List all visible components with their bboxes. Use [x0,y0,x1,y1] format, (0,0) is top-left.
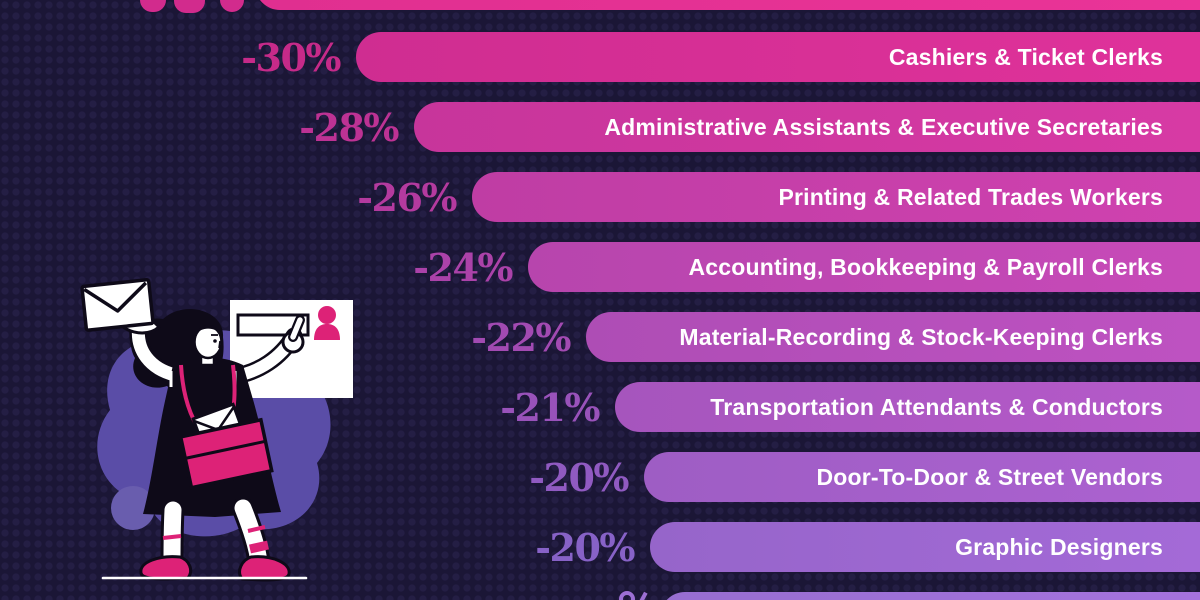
bar-label: Accounting, Bookkeeping & Payroll Clerks [688,253,1163,280]
sock-stripe-right [247,525,266,533]
woman-with-envelope-illustration [80,278,353,582]
bar-row: -24% Accounting, Bookkeeping & Payroll Cl… [0,242,1200,292]
bar: Administrative Assistants & Executive Se… [414,102,1200,152]
bar-row: -28% Administrative Assistants & Executiv… [0,102,1200,152]
bar-row: -30% Cashiers & Ticket Clerks [0,32,1200,82]
bar: Transportation Attendants & Conductors [615,382,1200,432]
bar [255,0,1200,10]
bar-percentage: -22% [471,315,571,360]
bar-label: Cashiers & Ticket Clerks [888,43,1163,70]
cropped-percentage-glyph-bottom [140,0,166,12]
bar-row: -21% Transportation Attendants & Conducto… [0,382,1200,432]
envelope-icon [80,278,155,332]
bar-label: Material-Recording & Stock-Keeping Clerk… [679,323,1163,350]
person-icon [314,306,340,340]
nose [218,340,221,349]
bar [660,592,1200,600]
bar-row-cropped-bottom [0,592,1200,600]
bar-row: -22% Material-Recording & Stock-Keeping C… [0,312,1200,362]
bar-row: -20% Graphic Designers [0,522,1200,572]
bar-row: -20% Door-To-Door & Street Vendors [0,452,1200,502]
bar-percentage: -20% [529,455,629,500]
bag [178,402,274,490]
bar-row: -26% Printing & Related Trades Workers [0,172,1200,222]
bar: Graphic Designers [650,522,1200,572]
sock-stripe-left [162,534,182,540]
bar: Door-To-Door & Street Vendors [644,452,1200,502]
shoes [139,555,291,582]
cropped-percentage-glyph-bottom [174,0,205,13]
head [193,324,223,367]
cropped-percent-sign-top [619,591,635,600]
bar-label: Transportation Attendants & Conductors [710,393,1163,420]
bar-percentage: -30% [241,35,341,80]
bar-percentage: -20% [535,525,635,570]
bar: Accounting, Bookkeeping & Payroll Clerks [528,242,1200,292]
bar-percentage: -28% [299,105,399,150]
bar-label: Administrative Assistants & Executive Se… [604,113,1163,140]
bar-percentage: -26% [357,175,457,220]
hairline [195,325,222,335]
purple-blob-small [111,486,155,530]
eye [213,339,217,343]
bar-label: Printing & Related Trades Workers [778,183,1163,210]
bar: Cashiers & Ticket Clerks [356,32,1200,82]
bar-label: Door-To-Door & Street Vendors [816,463,1163,490]
bar-percentage: -24% [413,245,513,290]
bar: Printing & Related Trades Workers [472,172,1200,222]
bar: Material-Recording & Stock-Keeping Clerk… [586,312,1200,362]
bar-row-cropped-top [0,0,1200,10]
bar-percentage: -21% [500,385,600,430]
bar-label: Graphic Designers [955,533,1163,560]
sock-band-right [249,540,269,554]
cropped-percentage-glyph-bottom [220,0,244,12]
